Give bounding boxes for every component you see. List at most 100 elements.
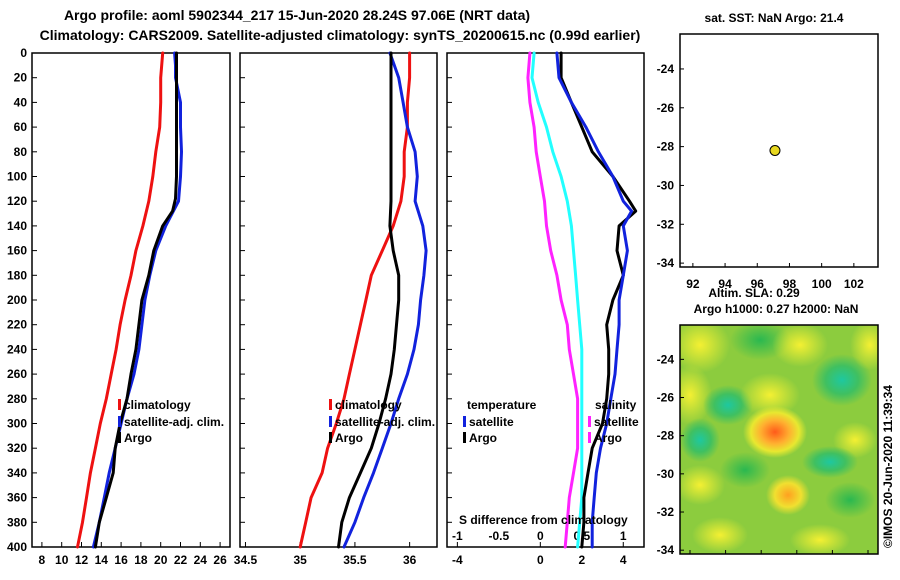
temperature-legend-swatch-argo — [118, 432, 121, 443]
depth-tick-label: 220 — [7, 318, 27, 332]
map-title: sat. SST: NaN Argo: 21.4 — [705, 11, 844, 25]
sla-field — [680, 325, 878, 554]
sla-blob — [680, 418, 720, 462]
difference-legend-salinity: salinity — [595, 398, 637, 412]
sla-blob — [680, 465, 725, 505]
temperature-legend-argo: Argo — [124, 431, 152, 445]
salinity-legend-swatch-argo — [329, 432, 332, 443]
series-line-temperature-satellite — [526, 51, 580, 549]
depth-tick-label: 400 — [7, 540, 27, 554]
temperature-panel: 0 20 40 60 80 100 120 140 160 180 200 220 240 260 280 3… — [7, 46, 231, 567]
x-tick-label: 24 — [194, 553, 208, 567]
difference-legend-swatch-temperature-argo — [463, 432, 466, 443]
depth-tick-label: 360 — [7, 491, 27, 505]
sla-blob — [802, 446, 858, 478]
depth-tick-label: 40 — [14, 95, 28, 109]
sla-blob — [766, 475, 810, 515]
series-line-temperature-argo — [559, 51, 638, 549]
depth-tick-label: 100 — [7, 170, 27, 184]
map-x-tick-label: 100 — [812, 277, 832, 291]
map-x-tick-label: 94 — [718, 277, 732, 291]
difference-legend-swatch-salinity-satellite — [588, 416, 591, 427]
sla-y-tick-label: -34 — [657, 543, 675, 557]
temperature-legend: climatology satellite-adj. clim. Argo — [118, 398, 224, 445]
sla-blob — [812, 354, 872, 406]
series-line-climatology — [76, 51, 165, 549]
difference-legend-swatch-temperature-satellite — [463, 416, 466, 427]
depth-tick-label: 140 — [7, 219, 27, 233]
x-tick-label: 10 — [55, 553, 69, 567]
sla-subtitle: Argo h1000: 0.27 h2000: NaN — [694, 302, 859, 316]
difference-legend-temperature-argo: Argo — [469, 431, 497, 445]
sla-y-tick-label: -28 — [657, 429, 675, 443]
salinity-panel: 34.5 35 35.5 36 climatology satellite-adj. … — [234, 51, 438, 567]
depth-tick-label: 180 — [7, 268, 27, 282]
sla-y-tick-label: -26 — [657, 391, 675, 405]
salinity-legend-satellite: satellite-adj. clim. — [335, 415, 435, 429]
depth-tick-label: 60 — [14, 120, 28, 134]
header-line1: Argo profile: aoml 5902344_217 15-Jun-20… — [64, 7, 530, 23]
depth-tick-label: 320 — [7, 441, 27, 455]
map-y-tick-label: -24 — [657, 62, 675, 76]
difference-legend-temperature: temperature — [467, 398, 537, 412]
x-tick-label: 35.5 — [343, 553, 367, 567]
salinity-legend-climatology: climatology — [335, 398, 402, 412]
x-tick-label: 18 — [134, 553, 148, 567]
depth-tick-label: 160 — [7, 244, 27, 258]
series-line-satellite-adj-clim- — [91, 51, 183, 549]
sla-heatmap: -24 -26 -28 -30 -32 -34 — [657, 324, 879, 557]
sla-frame — [679, 324, 879, 555]
x-tick-label: 12 — [75, 553, 89, 567]
x-tick-label: 14 — [95, 553, 109, 567]
depth-tick-label: 340 — [7, 466, 27, 480]
salinity-legend-swatch-climatology — [329, 399, 332, 410]
map-x-tick-label: 96 — [751, 277, 765, 291]
temperature-plot-frame — [31, 52, 231, 548]
difference-legend-temperature-satellite: satellite — [469, 415, 514, 429]
temperature-legend-swatch-climatology — [118, 399, 121, 410]
map-y-tick-label: -26 — [657, 101, 675, 115]
sla-blob — [680, 325, 730, 373]
salinity-legend: climatology satellite-adj. clim. Argo — [329, 398, 435, 445]
map-y-tick-label: -28 — [657, 140, 675, 154]
map-y-tick-label: -32 — [657, 217, 675, 231]
depth-tick-label: 260 — [7, 367, 27, 381]
sla-blob — [825, 482, 875, 518]
series-line-argo — [337, 51, 401, 549]
sla-blob — [740, 373, 800, 417]
salinity-legend-swatch-satellite — [329, 416, 332, 427]
salinity-legend-argo: Argo — [335, 431, 363, 445]
difference-legend-swatch-salinity-argo — [588, 432, 591, 443]
depth-tick-label: 0 — [20, 46, 27, 60]
map-y-tick-label: -34 — [657, 256, 675, 270]
depth-tick-label: 300 — [7, 417, 27, 431]
series-line-argo — [93, 51, 178, 549]
series-line-satellite-adj-clim- — [342, 51, 428, 549]
argo-float-marker — [769, 145, 781, 156]
x-tick-label: 36 — [403, 553, 417, 567]
temperature-legend-climatology: climatology — [124, 398, 191, 412]
map-x-tick-label: 98 — [783, 277, 797, 291]
location-map: 92 94 96 98 100 102 -24 -26 -28 -30 -32 -34 — [657, 33, 879, 291]
difference-panel: -4 0 2 4-1 -0.5 0 0.5 1 temperature salinity sa… — [446, 51, 645, 567]
x-tick-label: 0 — [537, 553, 544, 567]
s-diff-tick-label: 0 — [537, 529, 544, 543]
depth-tick-label: 120 — [7, 194, 27, 208]
difference-legend-salinity-satellite: satellite — [594, 415, 639, 429]
header-line2: Climatology: CARS2009. Satellite-adjuste… — [40, 27, 641, 43]
depth-tick-label: 380 — [7, 515, 27, 529]
map-x-tick-label: 102 — [844, 277, 864, 291]
temperature-legend-satellite: satellite-adj. clim. — [124, 415, 224, 429]
s-diff-tick-label: -0.5 — [488, 529, 509, 543]
series-line-climatology — [298, 51, 412, 549]
s-diff-tick-label: -1 — [452, 529, 463, 543]
s-diff-tick-label: 1 — [620, 529, 627, 543]
depth-tick-label: 200 — [7, 293, 27, 307]
watermark: ©IMOS 20-Jun-2020 11:39:34 — [881, 385, 895, 548]
x-tick-label: 4 — [620, 553, 627, 567]
map-x-tick-label: 92 — [686, 277, 700, 291]
sla-title: Altim. SLA: 0.29 — [708, 286, 800, 300]
depth-tick-label: 80 — [14, 145, 28, 159]
difference-legend-salinity-argo: Argo — [594, 431, 622, 445]
sla-blob — [720, 452, 770, 488]
